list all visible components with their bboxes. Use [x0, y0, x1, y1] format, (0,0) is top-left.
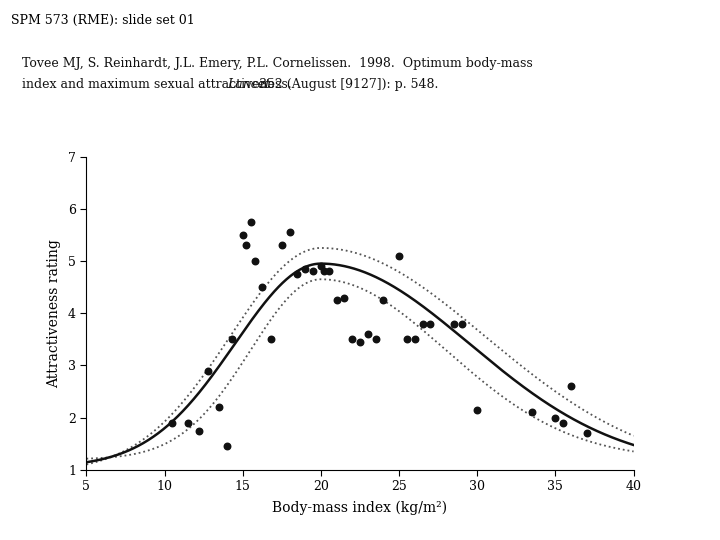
Point: [292, 270, 303, 279]
Point: [472, 406, 483, 414]
Text: Lancet: Lancet: [228, 78, 271, 91]
Point: [393, 252, 405, 260]
Point: [237, 231, 248, 239]
Point: [318, 267, 330, 276]
Y-axis label: Attractiveness rating: Attractiveness rating: [47, 239, 61, 388]
Point: [456, 319, 467, 328]
Point: [315, 262, 327, 271]
Point: [276, 241, 287, 249]
Point: [526, 408, 538, 417]
Text: index and maximum sexual attractiveness.: index and maximum sexual attractiveness.: [22, 78, 300, 91]
X-axis label: Body-mass index (kg/m²): Body-mass index (kg/m²): [272, 500, 448, 515]
Text: SPM 573 (RME): slide set 01: SPM 573 (RME): slide set 01: [11, 14, 194, 26]
Point: [300, 265, 311, 273]
Point: [581, 429, 593, 437]
Text: Tovee MJ, S. Reinhardt, J.L. Emery, P.L. Cornelissen.  1998.  Optimum body-mass: Tovee MJ, S. Reinhardt, J.L. Emery, P.L.…: [22, 57, 532, 70]
Point: [202, 366, 214, 375]
Point: [362, 330, 374, 339]
Point: [307, 267, 319, 276]
Point: [338, 293, 350, 302]
Point: [425, 319, 436, 328]
Point: [417, 319, 428, 328]
Point: [401, 335, 413, 343]
Point: [557, 418, 569, 427]
Point: [226, 335, 238, 343]
Point: [448, 319, 459, 328]
Point: [221, 442, 233, 450]
Point: [330, 296, 342, 305]
Point: [284, 228, 295, 237]
Point: [245, 218, 256, 226]
Point: [193, 427, 204, 435]
Text: 352 (August [9127]): p. 548.: 352 (August [9127]): p. 548.: [255, 78, 438, 91]
Point: [549, 413, 561, 422]
Point: [182, 418, 194, 427]
Point: [250, 256, 261, 265]
Point: [378, 296, 390, 305]
Point: [323, 267, 335, 276]
Point: [370, 335, 382, 343]
Point: [409, 335, 420, 343]
Point: [166, 418, 178, 427]
Point: [265, 335, 276, 343]
Point: [256, 283, 267, 292]
Point: [354, 338, 366, 346]
Point: [214, 403, 225, 411]
Point: [240, 241, 251, 249]
Point: [565, 382, 577, 390]
Point: [346, 335, 358, 343]
